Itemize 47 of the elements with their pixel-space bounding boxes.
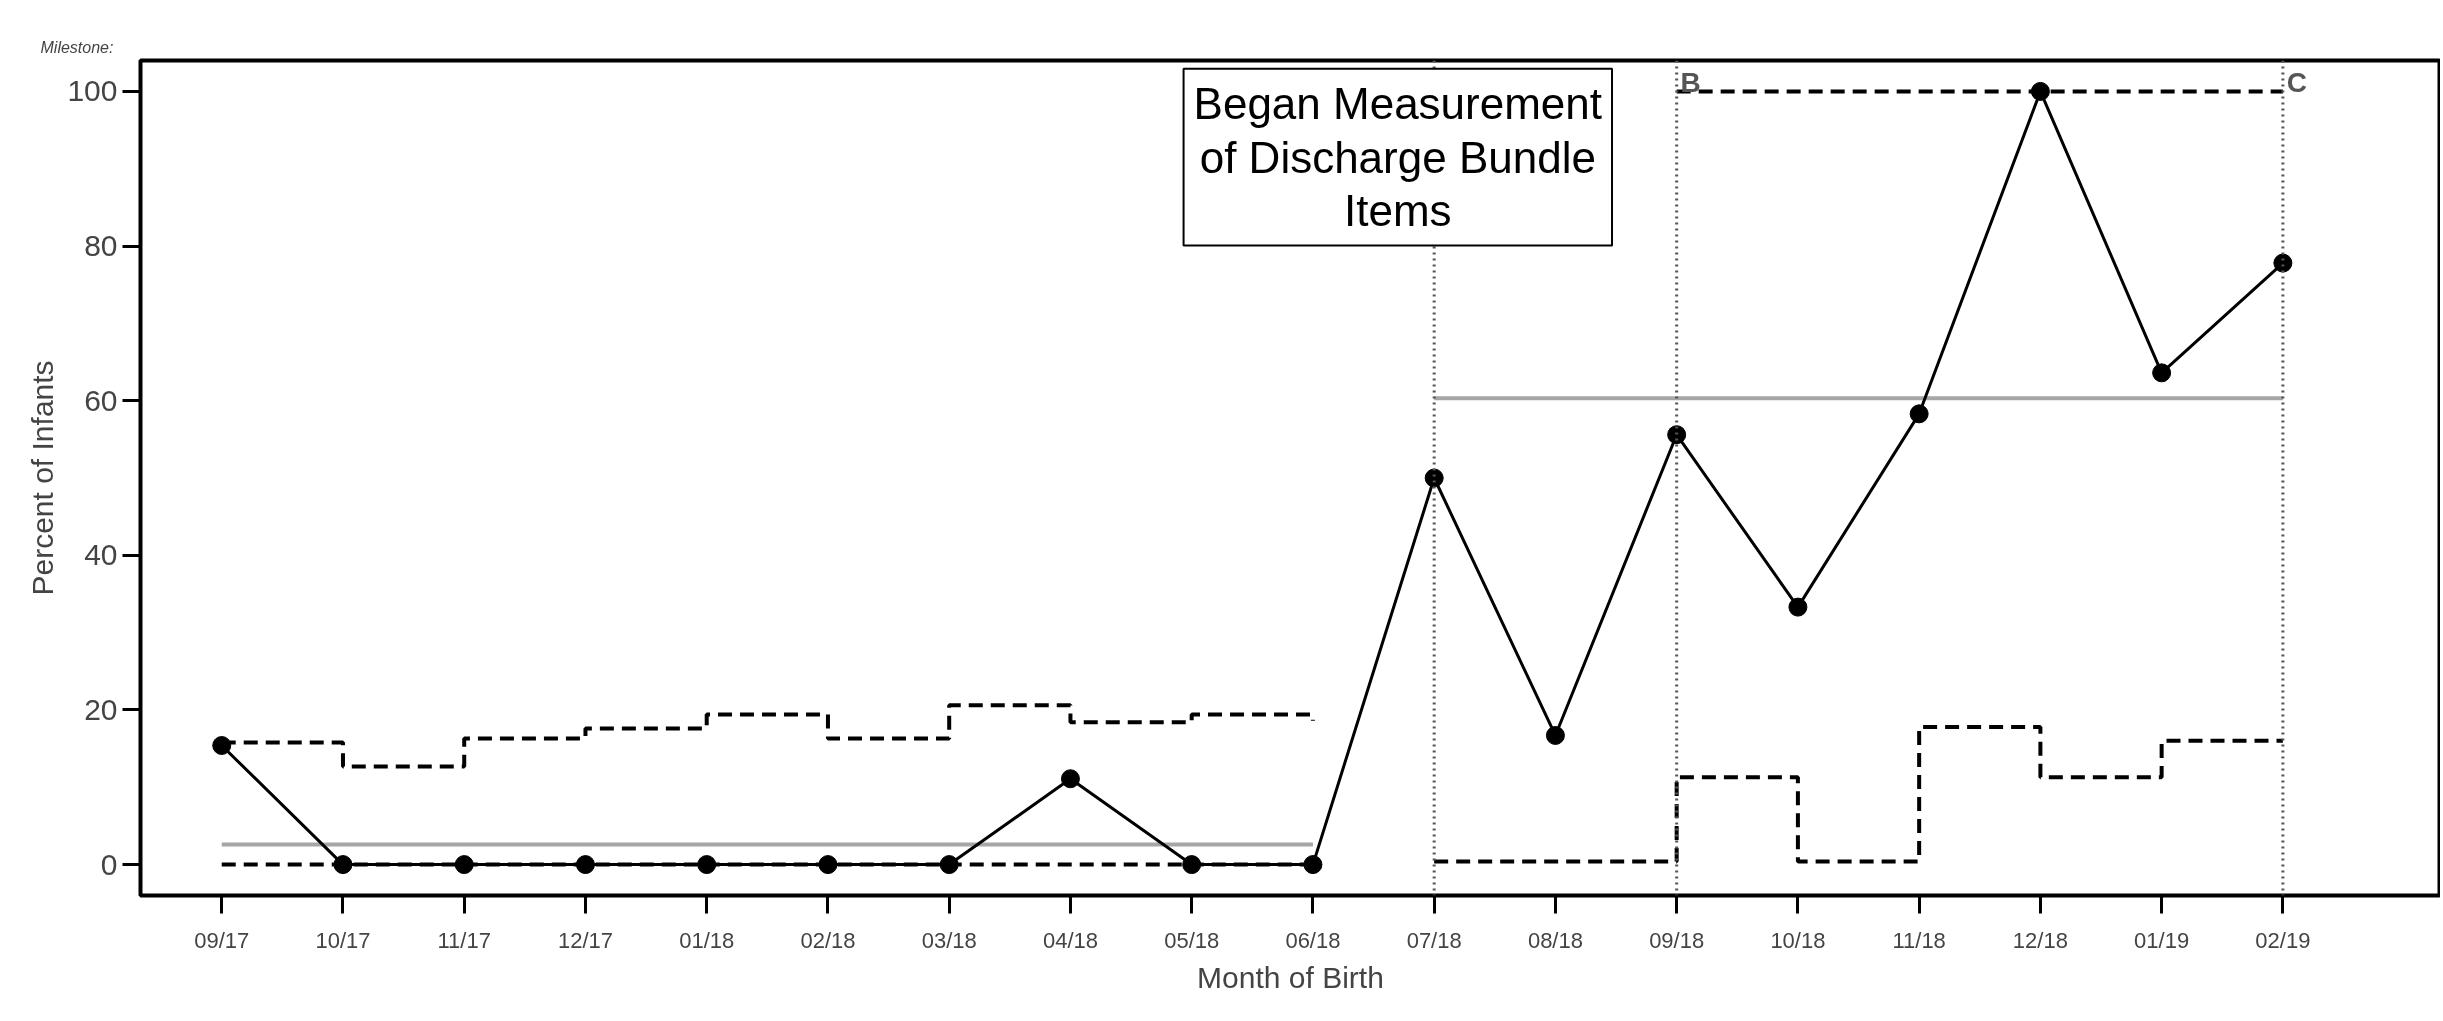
ref-line-label: Began Measurement of Discharge Bundle Items	[1193, 78, 1603, 236]
x-tick-label: 09/18	[1649, 927, 1705, 953]
point	[1303, 855, 1323, 875]
x-tick-label: 09/17	[194, 927, 250, 953]
point	[1545, 725, 1565, 745]
x-tick-label: 07/18	[1406, 927, 1462, 953]
ref-line-label: B	[1680, 66, 1701, 98]
x-tick-label: 06/18	[1285, 927, 1341, 953]
point	[575, 855, 595, 875]
point	[333, 855, 353, 875]
x-tick-label: 12/18	[2012, 927, 2068, 953]
x-tick-label: 01/18	[679, 927, 735, 953]
point	[2273, 253, 2293, 273]
x-tick-label: 04/18	[1042, 927, 1098, 953]
y-tick-label: 20	[84, 692, 118, 726]
ref-line-label: C	[2286, 66, 2308, 98]
y-axis-title: Percent of Infants	[26, 360, 60, 596]
point	[697, 855, 717, 875]
point	[1788, 597, 1808, 617]
x-tick-label: 10/18	[1770, 927, 1826, 953]
point	[2152, 363, 2172, 383]
x-tick-label: 02/19	[2255, 927, 2311, 953]
point	[2030, 81, 2050, 101]
point	[1182, 855, 1202, 875]
y-tick-label: 60	[84, 383, 118, 417]
point	[1060, 769, 1080, 789]
point	[1667, 425, 1687, 445]
text: Milestone:	[40, 38, 114, 56]
x-tick-label: 08/18	[1527, 927, 1583, 953]
point	[939, 855, 959, 875]
y-tick-label: 80	[84, 229, 118, 263]
x-tick-label: 02/18	[800, 927, 856, 953]
y-tick-label: 0	[100, 847, 118, 881]
point	[454, 855, 474, 875]
x-tick-label: 05/18	[1164, 927, 1220, 953]
y-tick-label: 100	[67, 74, 118, 108]
point	[1424, 468, 1444, 488]
x-axis-title: Month of Birth	[1197, 960, 1384, 994]
x-tick-label: 01/19	[2134, 927, 2190, 953]
x-tick-label: 12/17	[557, 927, 613, 953]
x-tick-label: 11/18	[1892, 927, 1946, 953]
x-tick-label: 10/17	[315, 927, 371, 953]
x-tick-label: 03/18	[921, 927, 977, 953]
point	[1909, 404, 1929, 424]
y-tick-label: 40	[84, 538, 118, 572]
x-tick-label: 11/17	[437, 927, 491, 953]
point	[818, 855, 838, 875]
